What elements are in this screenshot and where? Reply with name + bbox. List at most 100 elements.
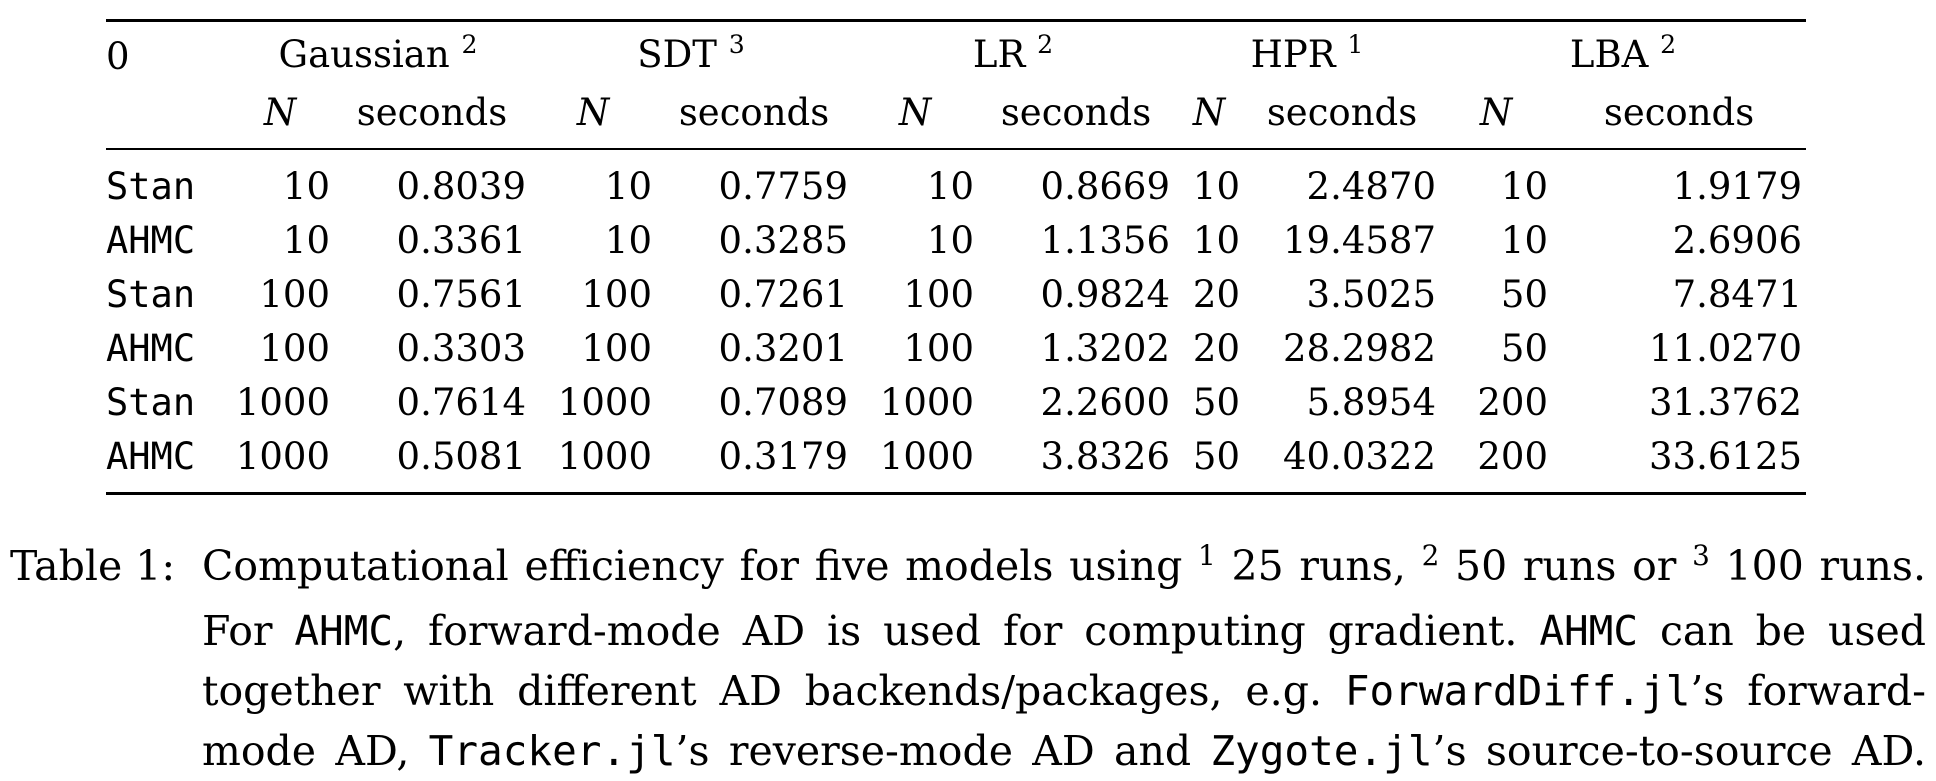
- n-cell: 10: [1500, 165, 1549, 208]
- n-cell: 10: [604, 219, 652, 262]
- n-cell: 1000: [235, 435, 330, 478]
- method-cell: AHMC: [106, 327, 196, 370]
- n-cell: 10: [926, 219, 975, 262]
- n-cell: 100: [903, 273, 975, 316]
- seconds-cell: 0.5081: [396, 435, 526, 478]
- table-body: Stan 10 0.8039 10 0.7759 10 0.8669 10 2.4870 10 1.…: [106, 149, 1807, 494]
- n-cell: 10: [1192, 219, 1241, 262]
- seconds-cell: 0.3285: [718, 219, 849, 262]
- seconds-cell: 19.4587: [1283, 219, 1437, 262]
- n-cell: 50: [1192, 435, 1241, 478]
- seconds-cell: 3.8326: [1040, 435, 1171, 478]
- col-header-seconds: seconds: [678, 91, 830, 134]
- n-cell: 10: [1500, 219, 1549, 262]
- col-header-seconds: seconds: [1266, 91, 1418, 134]
- group-header-lba: LBA 2: [1569, 30, 1677, 76]
- group-header-gaussian: Gaussian 2: [278, 30, 478, 76]
- seconds-cell: 40.0322: [1283, 435, 1437, 478]
- table-row: AHMC 10 0.3361 10 0.3285 10 1.1356 10 19.4587 10 2…: [106, 214, 1806, 268]
- group-header-sdt: SDT 3: [637, 30, 745, 76]
- table-row: AHMC 100 0.3303 100 0.3201 100 1.3202 20 28.2982…: [106, 322, 1806, 376]
- col-header-seconds: seconds: [356, 91, 508, 134]
- col-header-seconds: seconds: [1603, 91, 1755, 134]
- n-cell: 10: [1192, 165, 1241, 208]
- table-row: Stan 1000 0.7614 1000 0.7089 1000 2.2600 50 5.89…: [106, 376, 1806, 430]
- n-cell: 100: [259, 273, 330, 316]
- seconds-cell: 0.7614: [396, 381, 526, 424]
- n-cell: 10: [604, 165, 652, 208]
- n-cell: 50: [1192, 381, 1241, 424]
- table-row: AHMC 1000 0.5081 1000 0.3179 1000 3.8326 50 40.0…: [106, 430, 1807, 494]
- group-header-row: 0 Gaussian 2 SDT 3 LR 2 HPR 1 LBA 2: [106, 20, 1807, 87]
- n-cell: 10: [282, 219, 330, 262]
- n-cell: 10: [282, 165, 330, 208]
- n-cell: 1000: [879, 435, 975, 478]
- seconds-cell: 0.7759: [718, 165, 849, 208]
- code-tracker: Tracker.jl: [428, 727, 676, 775]
- seconds-cell: 31.3762: [1649, 381, 1803, 424]
- n-cell: 1000: [557, 435, 652, 478]
- n-cell: 50: [1500, 327, 1549, 370]
- table-row: Stan 10 0.8039 10 0.7759 10 0.8669 10 2.4870 10 1.…: [106, 149, 1807, 214]
- seconds-cell: 3.5025: [1306, 273, 1437, 316]
- n-cell: 100: [259, 327, 330, 370]
- n-cell: 1000: [557, 381, 652, 424]
- code-zygote: Zygote.jl: [1210, 727, 1433, 775]
- seconds-cell: 2.4870: [1306, 165, 1437, 208]
- n-cell: 20: [1192, 327, 1241, 370]
- results-table-container: 0 Gaussian 2 SDT 3 LR 2 HPR 1 LBA 2 N se…: [106, 19, 1807, 495]
- seconds-cell: 0.3361: [396, 219, 526, 262]
- n-cell: 50: [1500, 273, 1549, 316]
- n-cell: 100: [581, 273, 652, 316]
- seconds-cell: 0.9824: [1040, 273, 1171, 316]
- method-cell: AHMC: [106, 219, 196, 262]
- seconds-cell: 33.6125: [1649, 435, 1803, 478]
- col-header-n: N: [1479, 91, 1513, 134]
- caption-line-4: mode AD, Tracker.jl’s reverse-mode AD an…: [202, 727, 1926, 775]
- code-ahmc: AHMC: [1539, 607, 1639, 655]
- seconds-cell: 0.7561: [396, 273, 526, 316]
- code-ahmc: AHMC: [294, 607, 394, 655]
- code-forwarddiff: ForwardDiff.jl: [1344, 667, 1691, 715]
- caption-line-1: Computational efficiency for five models…: [202, 538, 1926, 590]
- seconds-cell: 0.3179: [718, 435, 849, 478]
- col-header-n: N: [576, 91, 610, 134]
- table-row: Stan 100 0.7561 100 0.7261 100 0.9824 20 3.5025 5…: [106, 268, 1806, 322]
- n-cell: 200: [1477, 381, 1549, 424]
- col-header-n: N: [898, 91, 932, 134]
- method-cell: Stan: [106, 165, 196, 208]
- n-cell: 200: [1477, 435, 1549, 478]
- seconds-cell: 11.0270: [1649, 327, 1803, 370]
- method-cell: AHMC: [106, 435, 196, 478]
- seconds-cell: 1.1356: [1040, 219, 1171, 262]
- group-header-lr: LR 2: [972, 30, 1054, 76]
- group-header-hpr: HPR 1: [1250, 30, 1364, 76]
- seconds-cell: 0.8039: [396, 165, 526, 208]
- method-cell: Stan: [106, 273, 196, 316]
- empty-header-cell: [106, 86, 226, 149]
- seconds-cell: 1.3202: [1040, 327, 1171, 370]
- seconds-cell: 1.9179: [1672, 165, 1803, 208]
- caption-line-3: together with different AD backends/pack…: [202, 667, 1926, 715]
- corner-cell: 0: [106, 35, 130, 78]
- seconds-cell: 5.8954: [1306, 381, 1437, 424]
- n-cell: 100: [581, 327, 652, 370]
- col-header-n: N: [263, 91, 297, 134]
- caption-line-2: For AHMC, forward-mode AD is used for co…: [202, 607, 1926, 655]
- col-header-n: N: [1192, 91, 1226, 134]
- n-cell: 20: [1192, 273, 1241, 316]
- seconds-cell: 0.7089: [718, 381, 849, 424]
- n-cell: 1000: [235, 381, 330, 424]
- seconds-cell: 2.2600: [1040, 381, 1171, 424]
- n-cell: 10: [926, 165, 975, 208]
- n-cell: 100: [903, 327, 975, 370]
- seconds-cell: 0.3201: [718, 327, 849, 370]
- seconds-cell: 0.3303: [396, 327, 526, 370]
- seconds-cell: 0.8669: [1040, 165, 1171, 208]
- results-table: 0 Gaussian 2 SDT 3 LR 2 HPR 1 LBA 2 N se…: [106, 19, 1807, 495]
- n-cell: 1000: [879, 381, 975, 424]
- sub-header-row: N seconds N seconds N seconds N seconds …: [106, 86, 1806, 149]
- seconds-cell: 2.6906: [1672, 219, 1803, 262]
- seconds-cell: 7.8471: [1672, 273, 1803, 316]
- seconds-cell: 0.7261: [718, 273, 849, 316]
